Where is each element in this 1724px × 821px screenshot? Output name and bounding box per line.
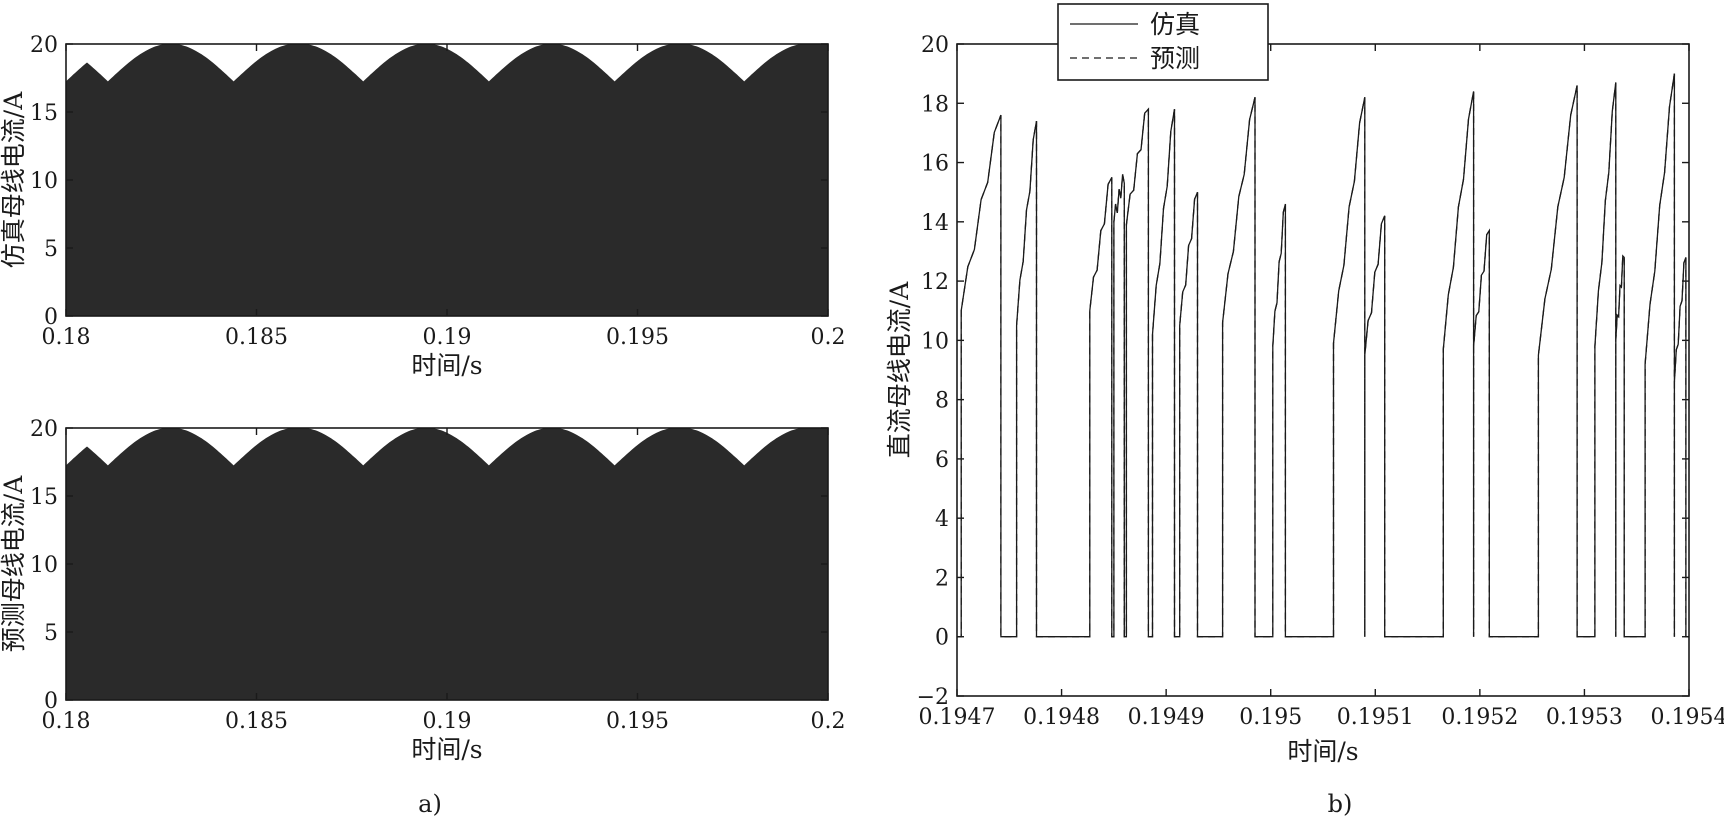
- chart-a-bottom-xtick-label: 0.185: [225, 709, 288, 734]
- chart-a-top-x-axis-label: 时间/s: [411, 351, 482, 380]
- chart-a-bottom-ytick-labels: 0 5 10 15 20: [30, 417, 58, 714]
- chart-b-ytick-label: 18: [921, 92, 949, 117]
- chart-a-bottom-xtick-label: 0.195: [606, 709, 669, 734]
- chart-b-ytick-label: −2: [917, 685, 949, 710]
- panel-b-caption: b): [1328, 790, 1353, 818]
- chart-a-bottom-ytick-label: 5: [44, 621, 58, 646]
- chart-a-bottom-y-axis-label: 预测母线电流/A: [0, 475, 28, 652]
- chart-a-bottom-ticks: [65, 427, 829, 701]
- chart-b-ytick-label: 10: [921, 329, 949, 354]
- chart-a-top-ytick-label: 0: [44, 305, 58, 330]
- chart-b-xtick-labels: 0.1947 0.1948 0.1949 0.195 0.1951 0.1952 0.195…: [919, 705, 1724, 730]
- chart-b-traces: [957, 73, 1689, 638]
- chart-b-ytick-labels: −2 0 2 4 6 8 10 12 14 16 18 20: [917, 33, 949, 710]
- chart-a-bottom-ytick-label: 10: [30, 553, 58, 578]
- legend-box: [1057, 3, 1269, 81]
- chart-b-ytick-label: 4: [935, 507, 949, 532]
- legend-label-prediction: 预测: [1150, 44, 1200, 73]
- chart-a-bottom-traces: [65, 427, 828, 700]
- chart-b-ytick-label: 12: [921, 270, 949, 295]
- chart-b: 0.1947 0.1948 0.1949 0.195 0.1951 0.1952 0.195…: [885, 3, 1724, 766]
- chart-b-xtick-label: 0.195: [1239, 705, 1302, 730]
- chart-b-xtick-label: 0.1954: [1651, 705, 1724, 730]
- chart-a-top-ytick-label: 10: [30, 169, 58, 194]
- chart-a-bottom: 0.18 0.185 0.19 0.195 0.2 0 5 10 15 20 时间/s 预测母线…: [0, 417, 846, 764]
- chart-b-ytick-label: 8: [935, 389, 949, 414]
- chart-b-ytick-label: 0: [935, 626, 949, 651]
- legend-label-simulation: 仿真: [1150, 10, 1200, 39]
- chart-a-top: 0.18 0.185 0.19 0.195 0.2 0 5 10 15 20 时间/s 仿真母线…: [0, 33, 846, 380]
- chart-b-ytick-label: 16: [921, 152, 949, 177]
- chart-a-bottom-series-line: [65, 428, 828, 700]
- chart-b-xtick-label: 0.1947: [919, 705, 996, 730]
- chart-b-y-axis-label: 直流母线电流/A: [885, 281, 914, 458]
- chart-b-ytick-label: 2: [935, 566, 949, 591]
- chart-a-top-xtick-label: 0.185: [225, 325, 288, 350]
- chart-a-top-xtick-label: 0.2: [811, 325, 846, 350]
- chart-a-bottom-xtick-label: 0.2: [811, 709, 846, 734]
- chart-a-bottom-ytick-label: 0: [44, 689, 58, 714]
- chart-b-ytick-label: 6: [935, 448, 949, 473]
- chart-b-xtick-label: 0.1948: [1023, 705, 1100, 730]
- chart-a-top-xtick-label: 0.195: [606, 325, 669, 350]
- chart-a-top-ytick-label: 5: [44, 237, 58, 262]
- chart-b-ticks: [956, 43, 1690, 697]
- chart-b-series-prediction: [957, 73, 1689, 638]
- panel-a-caption: a): [418, 790, 442, 818]
- chart-a-bottom-xtick-label: 0.18: [42, 709, 91, 734]
- chart-b-series-simulation: [957, 73, 1689, 638]
- chart-a-bottom-xtick-labels: 0.18 0.185 0.19 0.195 0.2: [42, 709, 846, 734]
- chart-b-legend: 仿真 预测: [1057, 3, 1269, 81]
- chart-a-top-ytick-labels: 0 5 10 15 20: [30, 33, 58, 330]
- chart-b-x-axis-label: 时间/s: [1287, 737, 1358, 766]
- chart-b-xtick-label: 0.1951: [1337, 705, 1414, 730]
- chart-a-top-y-axis-label: 仿真母线电流/A: [0, 91, 28, 268]
- chart-a-top-ytick-label: 15: [30, 101, 58, 126]
- chart-b-xtick-label: 0.1952: [1441, 705, 1518, 730]
- chart-a-top-traces: [65, 43, 828, 316]
- chart-a-top-ytick-label: 20: [30, 33, 58, 58]
- chart-b-xtick-label: 0.1949: [1128, 705, 1205, 730]
- chart-a-top-series-line: [65, 44, 828, 316]
- chart-a-bottom-x-axis-label: 时间/s: [411, 735, 482, 764]
- chart-b-ytick-label: 14: [921, 211, 949, 236]
- chart-b-frame: [956, 43, 1690, 697]
- chart-b-xtick-label: 0.1953: [1546, 705, 1623, 730]
- chart-a-bottom-ytick-label: 15: [30, 485, 58, 510]
- chart-a-top-xtick-label: 0.19: [423, 325, 472, 350]
- chart-a-bottom-ytick-label: 20: [30, 417, 58, 442]
- chart-a-top-xtick-labels: 0.18 0.185 0.19 0.195 0.2: [42, 325, 846, 350]
- chart-a-bottom-xtick-label: 0.19: [423, 709, 472, 734]
- chart-a-top-xtick-label: 0.18: [42, 325, 91, 350]
- chart-b-ytick-label: 20: [921, 33, 949, 58]
- chart-a-top-ticks: [65, 43, 829, 317]
